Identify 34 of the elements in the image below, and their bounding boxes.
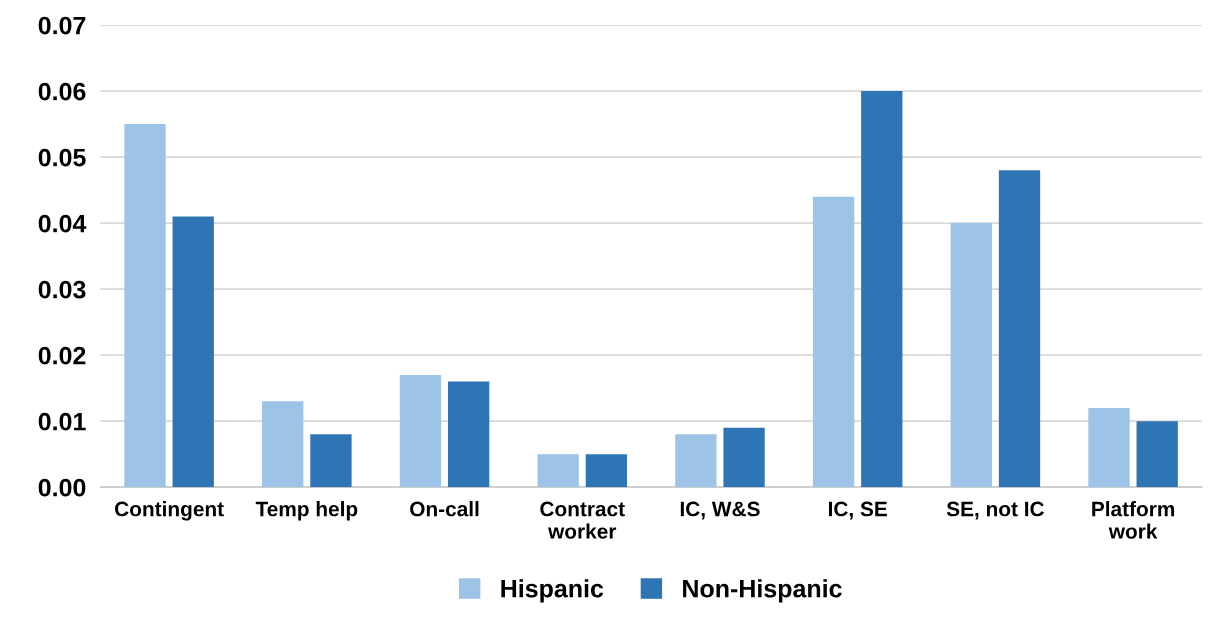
- x-tick-label: On-call: [410, 501, 479, 517]
- legend-label: Non-Hispanic: [683, 579, 842, 603]
- bar: [675, 434, 717, 488]
- bar: [399, 374, 442, 488]
- bar: [124, 124, 166, 488]
- x-tick-label: SE, not IC: [946, 501, 1045, 520]
- x-tick-label: Temp help: [255, 501, 358, 521]
- bar: [1136, 421, 1178, 488]
- bar: [861, 91, 903, 488]
- bar: [310, 434, 352, 488]
- bar: [950, 223, 992, 488]
- bar: [812, 196, 855, 488]
- x-tick-label: Contingent: [115, 501, 224, 521]
- bar: [585, 454, 628, 488]
- y-tick-label: 0.02: [38, 346, 86, 365]
- bar: [1088, 407, 1130, 488]
- y-tick-label: 0.06: [38, 82, 86, 101]
- legend-label: Hispanic: [501, 579, 604, 603]
- y-tick-label: 0.07: [38, 16, 86, 35]
- x-tick-label: Platform work: [1092, 501, 1175, 539]
- x-tick-label: IC, W&S: [680, 501, 760, 520]
- y-tick-label: 0.05: [38, 148, 86, 167]
- bar: [447, 381, 490, 488]
- y-tick-label: 0.03: [38, 280, 86, 299]
- bar: [723, 427, 765, 488]
- y-tick-label: 0.00: [38, 478, 86, 497]
- x-tick-label: Contract worker: [540, 501, 625, 539]
- y-tick-label: 0.01: [38, 412, 86, 431]
- bar: [262, 401, 304, 488]
- bar: [537, 454, 579, 488]
- y-tick-label: 0.04: [38, 214, 87, 233]
- x-tick-label: IC, SE: [828, 501, 887, 520]
- bar: [172, 216, 214, 488]
- bar: [998, 170, 1041, 488]
